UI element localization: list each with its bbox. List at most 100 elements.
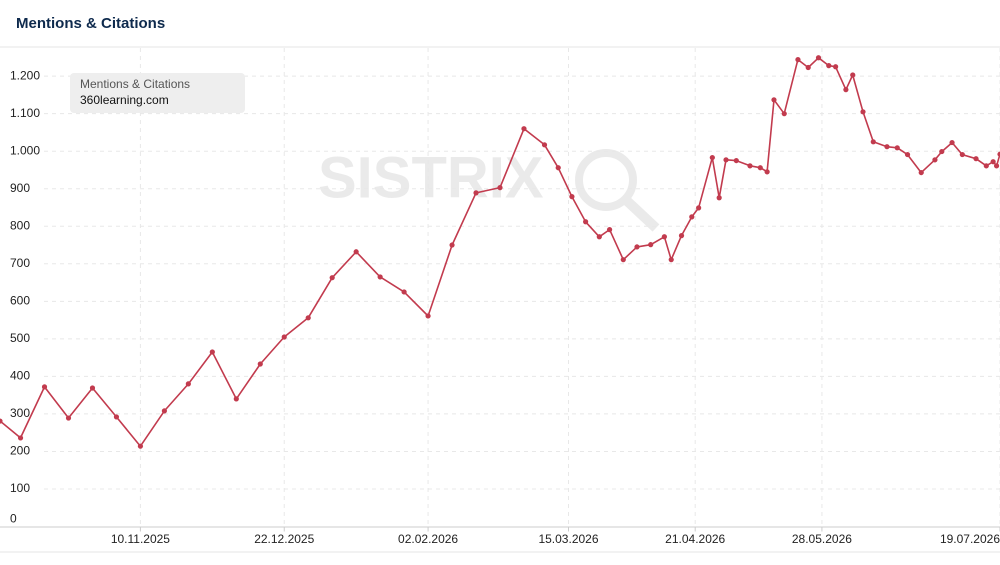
watermark-text: SISTRIX bbox=[318, 145, 544, 210]
data-point bbox=[949, 139, 955, 146]
data-point bbox=[932, 157, 938, 163]
data-point bbox=[884, 144, 890, 150]
y-tick-label: 700 bbox=[10, 256, 30, 270]
data-point bbox=[606, 227, 613, 233]
data-point bbox=[689, 214, 695, 220]
series-line bbox=[0, 56, 1000, 448]
data-point bbox=[795, 57, 801, 63]
data-point bbox=[939, 148, 945, 155]
y-tick-label: 500 bbox=[10, 331, 30, 345]
data-point bbox=[678, 233, 685, 239]
data-point bbox=[185, 381, 191, 387]
data-point bbox=[904, 151, 911, 158]
data-point bbox=[826, 63, 832, 69]
y-tick-label: 300 bbox=[10, 406, 30, 420]
data-point bbox=[41, 384, 48, 390]
data-point bbox=[805, 64, 811, 71]
data-point bbox=[723, 157, 729, 163]
data-point bbox=[89, 385, 96, 391]
data-point bbox=[850, 72, 856, 78]
data-point bbox=[209, 349, 215, 355]
y-tick-label: 400 bbox=[10, 369, 30, 383]
data-point bbox=[329, 275, 335, 281]
chart-title: Mentions & Citations bbox=[16, 15, 165, 32]
data-point bbox=[401, 289, 407, 295]
y-tick-label: 800 bbox=[10, 218, 30, 232]
watermark-icon bbox=[622, 196, 660, 232]
data-point bbox=[596, 234, 602, 240]
data-point bbox=[161, 408, 167, 414]
data-point bbox=[305, 315, 311, 321]
data-point bbox=[771, 97, 777, 103]
data-point bbox=[473, 190, 479, 196]
data-point bbox=[634, 244, 640, 250]
data-point bbox=[781, 111, 787, 117]
y-tick-label: 0 bbox=[10, 512, 17, 526]
y-tick-label: 1.100 bbox=[10, 106, 40, 120]
data-point bbox=[843, 87, 849, 93]
x-tick-label: 21.04.2026 bbox=[665, 532, 725, 546]
y-tick-label: 900 bbox=[10, 181, 30, 195]
data-point bbox=[620, 257, 626, 263]
data-point bbox=[583, 219, 589, 225]
data-point bbox=[860, 109, 866, 115]
data-point bbox=[668, 257, 674, 263]
data-point bbox=[833, 64, 839, 70]
watermark-icon bbox=[575, 149, 637, 211]
data-point bbox=[233, 396, 239, 402]
legend: Mentions & Citations 360learning.com bbox=[70, 73, 245, 113]
data-point bbox=[281, 334, 287, 340]
y-tick-label: 1.000 bbox=[10, 143, 40, 157]
x-tick-label: 19.07.2026 bbox=[940, 532, 1000, 546]
data-point bbox=[541, 142, 548, 148]
data-point bbox=[696, 205, 702, 211]
data-point bbox=[17, 435, 24, 441]
data-point bbox=[377, 274, 383, 280]
data-point bbox=[918, 169, 924, 176]
legend-box bbox=[70, 73, 245, 113]
y-tick-label: 1.200 bbox=[10, 68, 40, 82]
data-point bbox=[993, 163, 1000, 169]
plot bbox=[0, 55, 1000, 449]
legend-entry: 360learning.com bbox=[80, 93, 169, 107]
legend-title: Mentions & Citations bbox=[80, 77, 190, 91]
data-point bbox=[0, 418, 3, 424]
data-point bbox=[747, 163, 753, 169]
data-point bbox=[113, 414, 120, 420]
data-point bbox=[449, 242, 455, 248]
data-point bbox=[764, 169, 770, 175]
watermark: SISTRIX bbox=[318, 145, 660, 232]
data-point bbox=[997, 151, 1000, 157]
data-point bbox=[709, 154, 715, 161]
data-point bbox=[990, 159, 996, 165]
y-tick-label: 200 bbox=[10, 444, 30, 458]
data-point bbox=[353, 249, 359, 255]
data-point bbox=[959, 151, 965, 158]
data-point bbox=[555, 165, 561, 171]
grid: 0 100 200 300 400 500 600 700 800 900 1.000 1.100 1.… bbox=[10, 48, 1000, 546]
data-point bbox=[65, 415, 72, 421]
data-point bbox=[569, 194, 575, 200]
x-tick-label: 28.05.2026 bbox=[792, 532, 852, 546]
x-tick-label: 15.03.2026 bbox=[538, 532, 598, 546]
data-point bbox=[733, 157, 739, 164]
x-tick-label: 22.12.2025 bbox=[254, 532, 314, 546]
data-point bbox=[648, 242, 654, 248]
x-tick-label: 10.11.2025 bbox=[111, 532, 170, 546]
data-point bbox=[894, 145, 900, 151]
data-point bbox=[425, 313, 431, 319]
data-point bbox=[973, 156, 979, 162]
data-point bbox=[815, 55, 822, 61]
y-tick-label: 100 bbox=[10, 481, 30, 495]
data-point bbox=[716, 195, 722, 201]
data-point bbox=[983, 163, 989, 169]
data-point bbox=[137, 443, 144, 449]
data-point bbox=[257, 361, 263, 367]
data-point bbox=[497, 185, 503, 191]
x-tick-label: 02.02.2026 bbox=[398, 532, 458, 546]
data-point bbox=[757, 165, 763, 171]
data-point bbox=[870, 139, 876, 145]
data-point bbox=[521, 126, 527, 132]
